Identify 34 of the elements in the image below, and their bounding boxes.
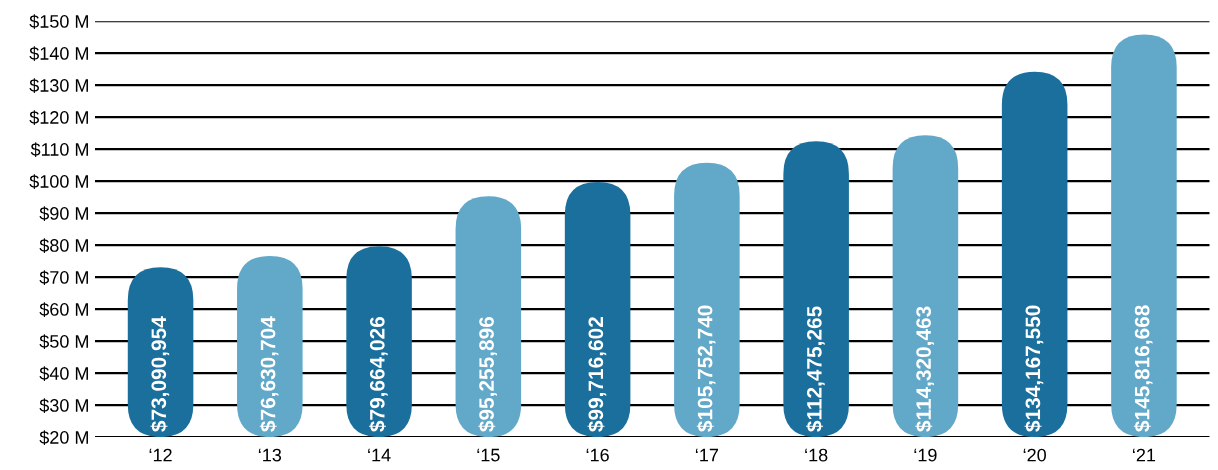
x-tick-label: ‘16: [586, 448, 609, 462]
data-label: $99,716,602: [587, 317, 607, 432]
x-tick-label: ‘17: [695, 448, 719, 462]
y-tick-label: $20 M: [39, 430, 88, 445]
x-tick-label: ‘18: [805, 448, 828, 462]
y-tick-label: $150 M: [29, 14, 88, 29]
data-label: $79,664,026: [369, 317, 388, 432]
y-tick-label: $50 M: [39, 334, 88, 349]
x-tick-label: ‘14: [368, 448, 391, 462]
x-tick-label: ‘12: [149, 448, 172, 462]
y-tick-label: $120 M: [29, 110, 88, 125]
y-tick-label: $130 M: [29, 78, 88, 93]
x-tick-label: ‘19: [914, 448, 937, 462]
y-tick-label: $30 M: [39, 398, 88, 413]
data-label: $112,475,265: [806, 306, 825, 432]
data-label: $95,255,896: [478, 317, 497, 432]
y-tick-label: $80 M: [39, 238, 88, 253]
data-label: $145,816,668: [1133, 305, 1153, 432]
data-label: $114,320,463: [915, 306, 935, 432]
y-tick-label: $70 M: [39, 270, 88, 285]
x-tick-label: ‘20: [1023, 448, 1046, 462]
x-tick-label: ‘15: [477, 448, 500, 462]
data-label: $134,167,550: [1024, 305, 1044, 432]
y-tick-label: $140 M: [29, 46, 88, 61]
y-tick-label: $100 M: [29, 174, 88, 189]
y-tick-label: $90 M: [39, 206, 88, 221]
x-tick-label: ‘21: [1132, 448, 1156, 462]
y-tick-label: $40 M: [39, 366, 88, 381]
x-tick-label: ‘13: [258, 448, 282, 462]
data-label: $76,630,704: [259, 316, 279, 432]
data-label: $105,752,740: [696, 305, 716, 432]
data-label: $73,090,954: [150, 316, 170, 432]
y-tick-label: $110 M: [30, 142, 88, 157]
y-tick-label: $60 M: [39, 302, 88, 317]
